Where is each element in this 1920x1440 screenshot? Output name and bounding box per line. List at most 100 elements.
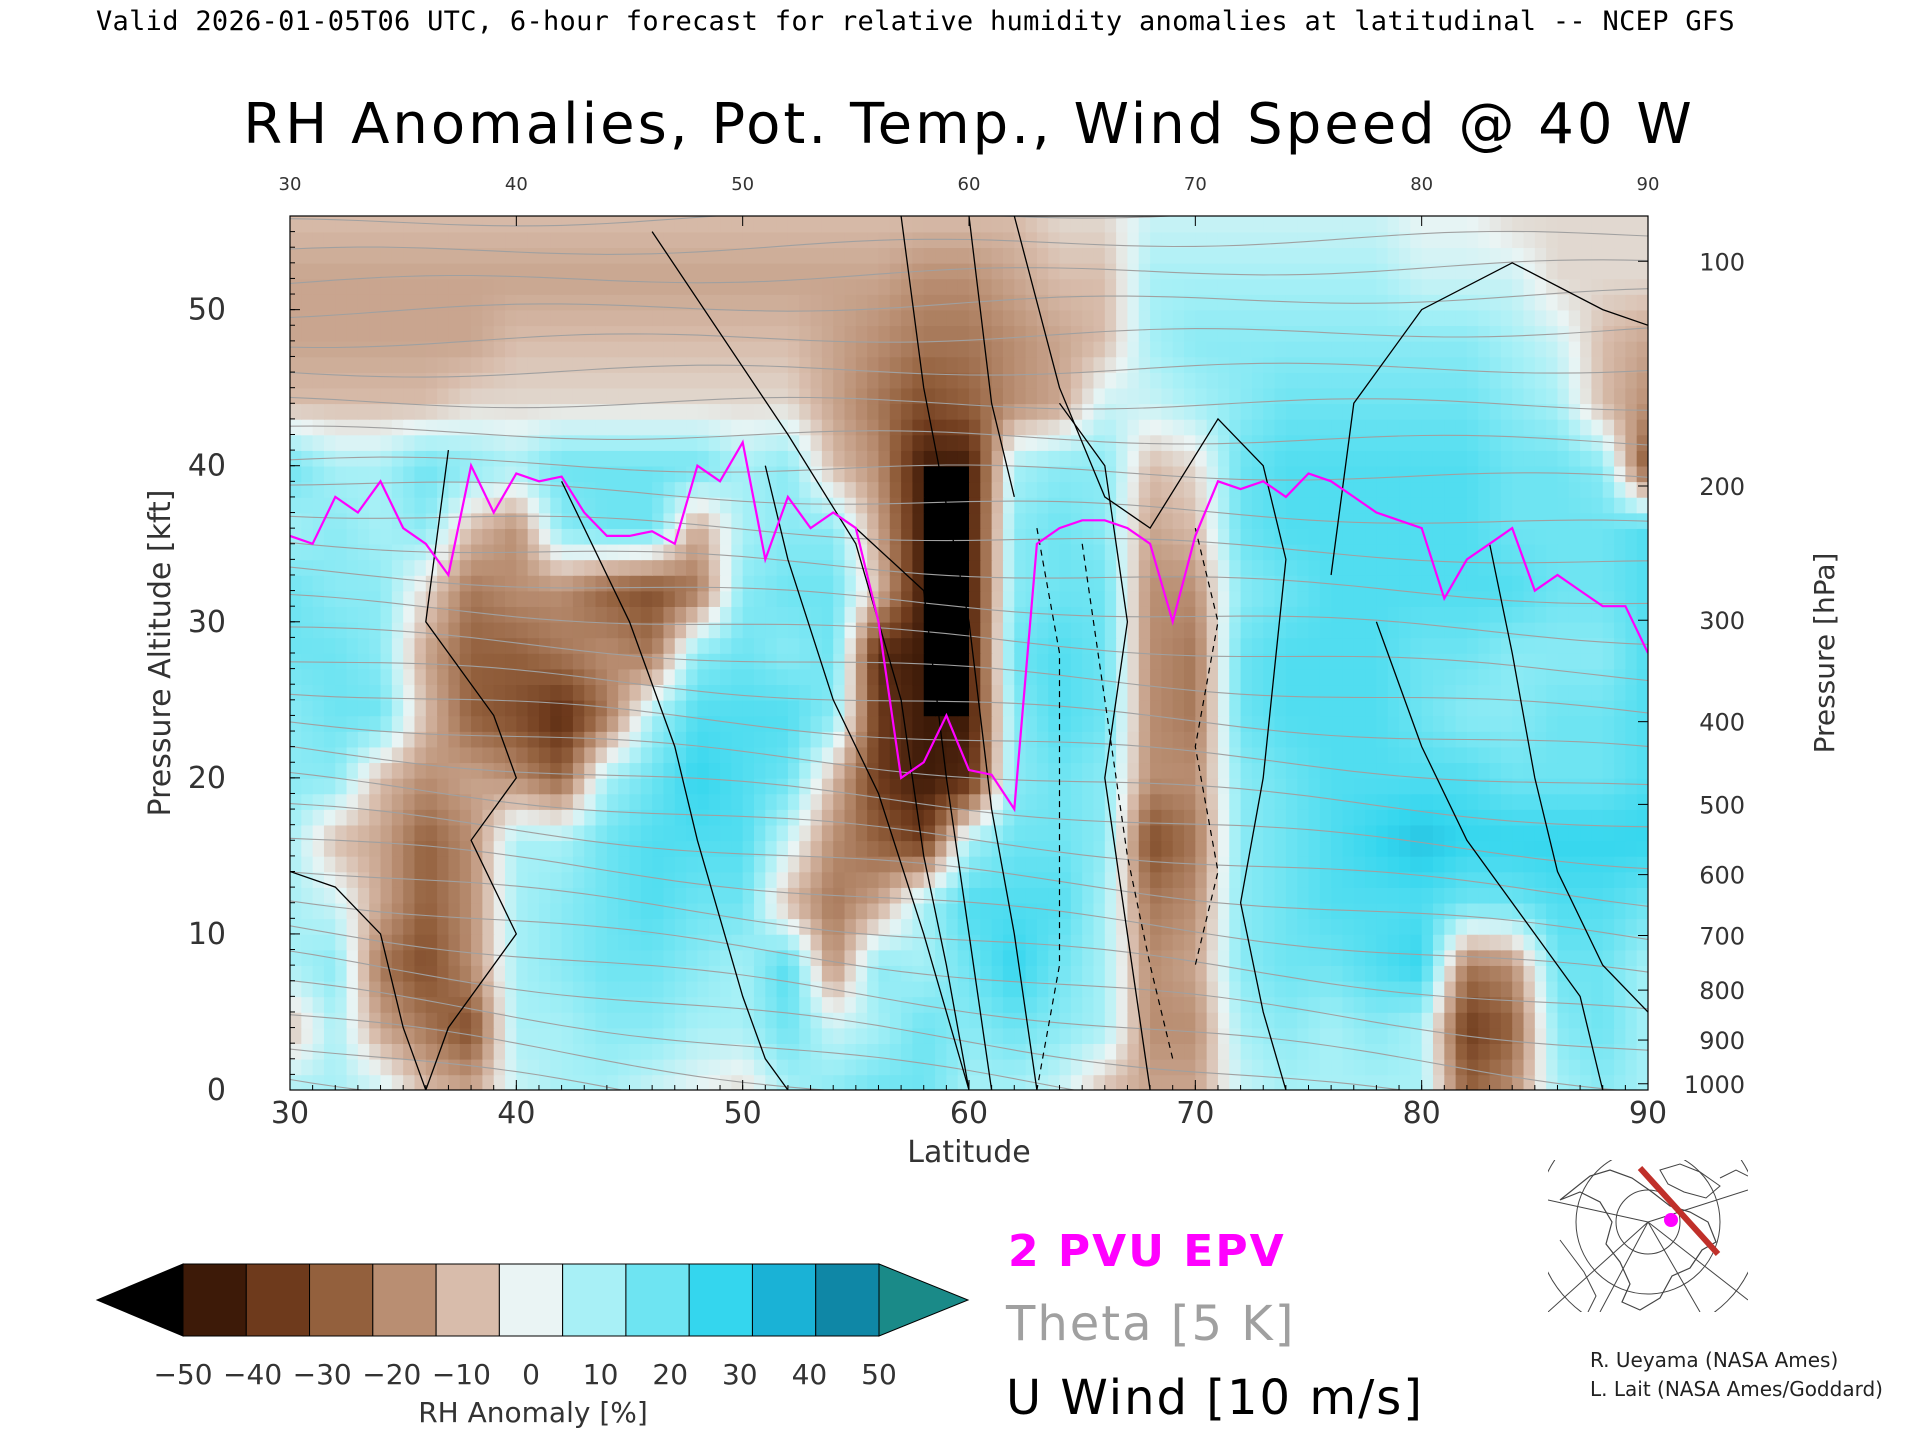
rh-cell	[1523, 653, 1536, 670]
rh-cell	[1580, 450, 1593, 467]
rh-cell	[312, 434, 325, 451]
rh-cell	[1399, 793, 1412, 810]
rh-cell	[1172, 559, 1185, 576]
rh-cell	[1580, 1058, 1593, 1076]
rh-cell	[1104, 637, 1117, 654]
rh-cell	[1399, 574, 1412, 592]
rh-cell	[1014, 621, 1027, 639]
rh-cell	[403, 637, 416, 654]
rh-cell	[742, 590, 755, 607]
rh-cell	[1251, 668, 1265, 686]
rh-cell	[1353, 1027, 1366, 1044]
rh-cell	[1546, 731, 1559, 748]
rh-cell	[572, 762, 586, 779]
rh-cell	[606, 965, 619, 982]
rh-cell	[301, 637, 314, 654]
rh-cell	[652, 980, 665, 998]
rh-cell	[855, 512, 868, 529]
rh-cell	[1478, 840, 1491, 857]
rh-cell	[1308, 1074, 1321, 1090]
rh-cell	[437, 980, 450, 998]
rh-cell	[855, 668, 868, 686]
rh-cell	[301, 887, 314, 904]
rh-cell	[765, 840, 778, 857]
rh-cell	[912, 684, 925, 701]
rh-cell	[1614, 809, 1627, 826]
rh-cell	[1285, 793, 1298, 810]
rh-cell	[787, 731, 801, 748]
rh-cell	[572, 465, 586, 483]
rh-cell	[901, 684, 914, 701]
rh-cell	[357, 715, 371, 732]
rh-cell	[1161, 996, 1174, 1013]
rh-cell	[901, 996, 914, 1013]
rh-cell	[1421, 918, 1434, 935]
rh-cell	[1466, 1027, 1480, 1044]
rh-cell	[629, 809, 642, 826]
rh-cell	[1478, 543, 1491, 561]
rh-cell	[742, 699, 755, 717]
rh-cell	[505, 528, 518, 545]
rh-cell	[595, 496, 608, 514]
rh-cell	[1308, 481, 1321, 498]
rh-cell	[1580, 684, 1593, 701]
rh-cell	[1285, 871, 1298, 888]
rh-cell	[821, 481, 834, 498]
rh-cell	[1082, 590, 1095, 607]
rh-cell	[346, 574, 359, 592]
rh-cell	[550, 980, 563, 998]
rh-cell	[1217, 653, 1231, 670]
rh-cell	[1150, 809, 1163, 826]
rh-cell	[1568, 824, 1581, 842]
rh-cell	[1331, 809, 1344, 826]
rh-cell	[765, 949, 778, 966]
rh-cell	[425, 1043, 438, 1060]
rh-cell	[1297, 1074, 1310, 1090]
rh-cell	[1319, 715, 1332, 732]
rh-cell	[708, 1027, 721, 1044]
rh-cell	[516, 793, 529, 810]
rh-cell	[980, 715, 993, 732]
rh-cell	[1104, 871, 1117, 888]
rh-cell	[380, 855, 393, 873]
rh-cell	[572, 855, 586, 873]
rh-cell	[1421, 1043, 1434, 1060]
rh-cell	[1104, 653, 1117, 670]
rh-cell	[1376, 949, 1389, 966]
rh-cell	[346, 965, 359, 982]
rh-cell	[357, 1043, 371, 1060]
rh-cell	[810, 824, 823, 842]
rh-cell	[1455, 496, 1468, 514]
rh-cell	[1534, 902, 1547, 920]
rh-cell	[1455, 528, 1468, 545]
rh-cell	[1478, 793, 1491, 810]
rh-cell	[1070, 762, 1083, 779]
rh-cell	[1455, 543, 1468, 561]
rh-cell	[923, 574, 936, 592]
rh-cell	[1297, 1043, 1310, 1060]
rh-cell	[1512, 1058, 1525, 1076]
rh-cell	[1195, 918, 1208, 935]
rh-cell	[821, 918, 834, 935]
rh-cell	[844, 793, 857, 810]
rh-cell	[561, 496, 574, 514]
rh-cell	[493, 996, 506, 1013]
rh-cell	[482, 731, 495, 748]
rh-cell	[301, 762, 314, 779]
rh-cell	[731, 450, 744, 467]
rh-cell	[561, 965, 574, 982]
rh-cell	[335, 746, 348, 764]
rh-cell	[618, 559, 631, 576]
rh-cell	[1534, 699, 1547, 717]
rh-cell	[538, 699, 552, 717]
rh-cell	[323, 793, 337, 810]
rh-cell	[1104, 793, 1117, 810]
rh-cell	[1138, 481, 1151, 498]
rh-cell	[731, 574, 744, 592]
rh-cell	[923, 918, 936, 935]
rh-cell	[1251, 793, 1265, 810]
rh-cell	[901, 715, 914, 732]
rh-cell	[1489, 1058, 1502, 1076]
rh-cell	[1082, 793, 1095, 810]
rh-cell	[1444, 621, 1457, 639]
